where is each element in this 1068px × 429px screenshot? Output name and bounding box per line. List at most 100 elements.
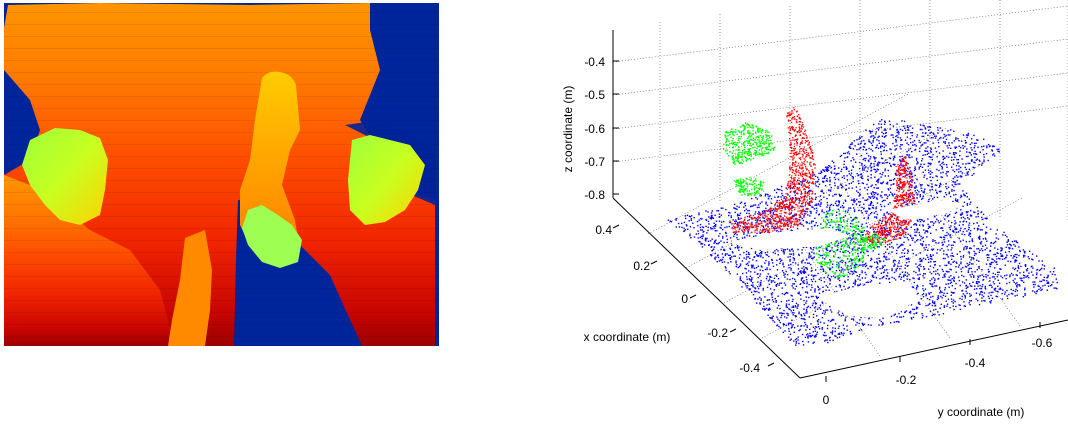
floor-point xyxy=(746,223,748,225)
floor-point xyxy=(845,200,847,202)
floor-point xyxy=(776,324,779,326)
floor-point xyxy=(822,180,824,182)
floor-point xyxy=(937,141,940,144)
arm-point xyxy=(786,114,789,117)
floor-point xyxy=(686,225,688,227)
floor-point xyxy=(826,169,829,171)
floor-point xyxy=(685,217,687,220)
arm-point xyxy=(801,163,803,165)
floor-point xyxy=(1047,285,1050,287)
floor-point xyxy=(950,249,952,251)
floor-point xyxy=(756,254,758,256)
floor-point xyxy=(806,292,809,294)
floor-point xyxy=(745,258,747,260)
floor-point xyxy=(1041,264,1044,266)
floor-point xyxy=(864,187,866,189)
floor-point xyxy=(864,142,866,145)
floor-point xyxy=(722,235,724,238)
floor-point xyxy=(726,226,728,228)
floor-point xyxy=(829,165,831,167)
arm-point xyxy=(798,202,800,204)
floor-point xyxy=(781,192,783,195)
floor-point xyxy=(876,170,878,172)
floor-point xyxy=(862,166,864,168)
floor-point xyxy=(885,159,887,161)
floor-point xyxy=(934,301,936,303)
floor-point xyxy=(875,192,877,194)
floor-point xyxy=(972,257,974,259)
floor-point xyxy=(877,165,879,167)
floor-point xyxy=(733,235,735,237)
floor-point xyxy=(971,159,973,161)
floor-point xyxy=(953,185,955,188)
arm-point xyxy=(792,126,794,128)
floor-point xyxy=(974,285,976,287)
floor-point xyxy=(933,135,936,137)
floor-point xyxy=(814,183,816,185)
floor-point xyxy=(884,132,887,134)
floor-point xyxy=(716,260,718,263)
floor-point xyxy=(906,272,909,274)
floor-point xyxy=(939,184,941,187)
floor-point xyxy=(768,279,771,281)
floor-point xyxy=(782,323,784,325)
floor-point xyxy=(946,264,948,267)
floor-point xyxy=(869,259,872,262)
arm-point xyxy=(797,170,799,172)
floor-point xyxy=(722,237,724,239)
floor-point xyxy=(843,160,845,163)
floor-point xyxy=(932,198,934,200)
floor-point xyxy=(919,150,921,153)
floor-point xyxy=(853,264,856,266)
floor-point xyxy=(900,316,903,318)
floor-point xyxy=(783,312,785,315)
floor-point xyxy=(908,311,911,314)
floor-point xyxy=(850,172,853,174)
floor-point xyxy=(743,206,745,208)
y-axis-line xyxy=(799,319,1068,379)
floor-point xyxy=(860,264,862,266)
floor-point xyxy=(924,127,926,129)
floor-point xyxy=(1010,292,1013,295)
floor-point xyxy=(877,263,879,265)
floor-point xyxy=(1008,251,1010,253)
floor-point xyxy=(959,154,961,157)
floor-point xyxy=(815,274,817,277)
floor-point xyxy=(798,291,800,293)
floor-point xyxy=(950,291,953,293)
floor-point xyxy=(765,277,768,280)
floor-point xyxy=(851,248,854,250)
floor-point xyxy=(936,191,938,194)
floor-point xyxy=(739,276,742,278)
floor-point xyxy=(965,266,968,268)
floor-point xyxy=(821,254,823,257)
floor-point xyxy=(859,273,861,276)
floor-point xyxy=(845,167,848,169)
floor-point xyxy=(839,333,841,335)
floor-point xyxy=(802,281,804,283)
floor-point xyxy=(960,262,962,265)
floor-point xyxy=(891,276,893,279)
floor-point xyxy=(899,156,901,158)
floor-point xyxy=(939,249,941,251)
floor-point xyxy=(714,240,716,242)
arm-point xyxy=(792,139,794,141)
floor-point xyxy=(932,266,935,269)
floor-point xyxy=(918,168,920,170)
floor-point xyxy=(816,320,819,322)
floor-point xyxy=(1008,281,1011,284)
floor-point xyxy=(922,124,924,127)
floor-point xyxy=(815,335,817,337)
floor-point xyxy=(961,290,963,292)
floor-point xyxy=(861,223,863,225)
floor-point xyxy=(773,289,775,291)
floor-point xyxy=(952,261,954,263)
floor-point xyxy=(818,200,821,202)
floor-point xyxy=(731,251,734,253)
floor-point xyxy=(876,202,879,204)
floor-point xyxy=(946,145,948,147)
floor-point xyxy=(880,153,882,155)
floor-point xyxy=(966,134,969,137)
floor-point xyxy=(805,296,807,298)
floor-point xyxy=(968,222,971,224)
